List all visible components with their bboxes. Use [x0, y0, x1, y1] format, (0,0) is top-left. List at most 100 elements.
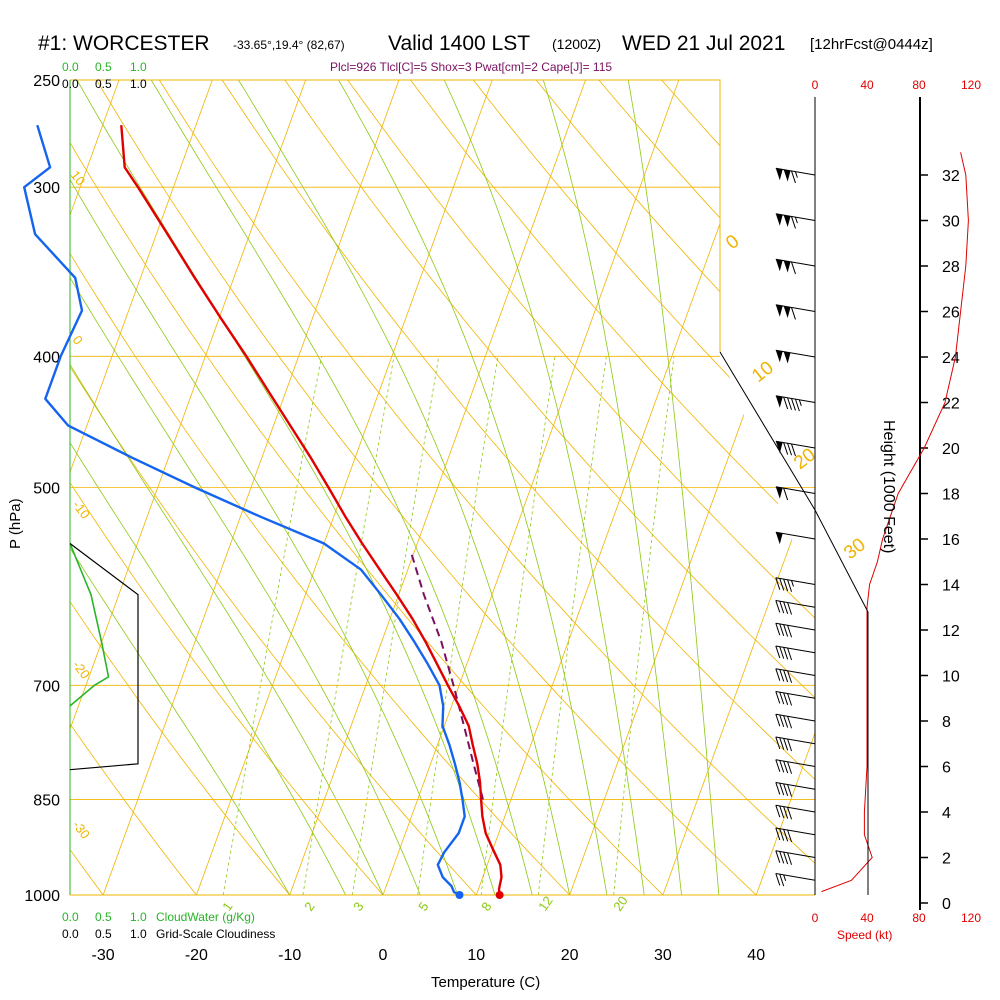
isotherm-label: -10 — [70, 498, 93, 522]
wind-barb-pennant — [783, 306, 791, 319]
wind-barb-staff — [775, 645, 816, 654]
x-tick-label: 0 — [379, 947, 388, 964]
mixing-ratio-label: 8 — [478, 899, 494, 914]
height-tick-label: 28 — [942, 259, 960, 276]
wind-barb-feather — [787, 829, 793, 843]
wind-barb-staff — [775, 440, 816, 449]
wind-barb-feather — [787, 397, 793, 410]
wind-barb-staff — [775, 349, 816, 358]
mixing-ratio-line — [302, 356, 395, 895]
cloudiness-tick-label: 0.0 — [62, 927, 79, 941]
wind-barb-feather — [787, 852, 793, 865]
wind-barb — [775, 850, 816, 865]
wind-barb-feather — [779, 578, 785, 591]
moist-adiabat — [627, 80, 720, 895]
dry-adiabat-label: 10 — [748, 357, 778, 387]
wind-barb-staff — [775, 713, 816, 722]
height-tick-label: 30 — [942, 214, 960, 231]
wind-barb-pennant — [775, 304, 783, 317]
wind-barb-staff — [775, 804, 816, 813]
dry-adiabat — [284, 80, 815, 895]
wind-barb — [775, 349, 816, 364]
wind-barb-feather — [791, 398, 796, 411]
wind-barb-pennant — [775, 259, 783, 272]
cloudwater-tick-label: 1.0 — [130, 910, 147, 924]
wind-barb-feather — [783, 829, 789, 842]
wind-barb-feather — [791, 261, 796, 275]
wind-barb-feather — [791, 307, 796, 320]
wind-barb-feather — [787, 807, 793, 820]
wind-barb-feather — [783, 647, 789, 660]
x-tick-label: 30 — [654, 947, 672, 964]
wind-barb-feather — [783, 624, 789, 637]
mixing-ratio-label: 12 — [535, 893, 556, 913]
speed-tick-label: 0 — [812, 911, 819, 925]
wind-barb-feather — [775, 623, 781, 636]
height-tick-label: 20 — [942, 441, 960, 458]
wind-barb-half-feather — [791, 580, 794, 587]
wind-barb-feather — [775, 850, 781, 863]
dry-adiabat — [70, 80, 477, 895]
wind-barb-half-feather — [783, 874, 787, 881]
wind-barb-pennant — [783, 260, 791, 273]
wind-barb-feather — [791, 216, 796, 229]
moist-adiabat — [238, 80, 570, 895]
wind-barb-feather — [783, 669, 789, 683]
wind-barb-staff — [775, 304, 816, 312]
temperature-profile — [120, 125, 503, 896]
height-tick-label: 12 — [942, 623, 960, 640]
wind-barb-pennant — [775, 213, 783, 226]
moist-adiabat — [150, 80, 533, 895]
wind-barb-feather — [779, 760, 785, 773]
dry-adiabat — [70, 80, 570, 895]
cloudwater-tick-label: 0.5 — [95, 910, 112, 924]
x-tick-label: 40 — [747, 947, 765, 964]
wind-barb-feather — [775, 577, 781, 590]
wind-barb-feather — [783, 578, 789, 592]
wind-barb-half-feather — [794, 216, 798, 224]
x-tick-label: 20 — [561, 947, 579, 964]
dry-adiabat — [70, 80, 664, 895]
moist-adiabat — [338, 80, 608, 895]
cloudiness-tick-label: 0.5 — [95, 927, 112, 941]
wind-barb-feather — [787, 716, 793, 729]
dry-adiabat — [221, 80, 815, 895]
wind-barb — [775, 736, 816, 752]
pressure-tick-label: 500 — [33, 481, 60, 498]
dry-adiabat — [347, 80, 815, 895]
dewpoint-profile — [23, 124, 466, 897]
valid-date: WED 21 Jul 2021 — [622, 32, 785, 55]
wind-barb-feather — [783, 487, 789, 501]
isotherm-label: -30 — [70, 818, 93, 842]
wind-barb-feather — [787, 602, 793, 615]
wind-barb-pennant — [775, 395, 783, 408]
speed-tick-label: 120 — [961, 911, 981, 925]
wind-barb-pennant — [775, 532, 783, 545]
pressure-tick-label: 250 — [33, 73, 60, 90]
wind-barb-feather — [787, 670, 793, 683]
pressure-tick-label: 850 — [33, 792, 60, 809]
wind-barb — [775, 827, 816, 843]
wind-barb-feather — [779, 600, 785, 614]
height-axis-label: Height (1000 Feet) — [880, 420, 897, 553]
wind-barb-feather — [787, 579, 793, 592]
surface-temperature-marker — [495, 891, 504, 899]
wind-barb-feather — [783, 760, 789, 774]
stability-indices: Plcl=926 Tlcl[C]=5 Shox=3 Pwat[cm]=2 Cap… — [330, 60, 612, 74]
wind-barb-feather — [779, 714, 785, 728]
speed-tick-label: 120 — [961, 78, 981, 92]
wind-barb-pennant — [775, 168, 783, 181]
pressure-tick-label: 700 — [33, 678, 60, 695]
dry-adiabat — [158, 80, 815, 895]
dry-adiabat-label: 30 — [840, 534, 870, 564]
mixing-ratio-label: 5 — [415, 899, 431, 914]
pressure-tick-label: 300 — [33, 180, 60, 197]
wind-barb-feather — [787, 647, 793, 661]
cloudiness-tick-label: 1.0 — [130, 77, 147, 91]
wind-barb-feather — [775, 600, 781, 613]
wind-barb-pennant — [775, 350, 783, 363]
mixing-ratio-line — [480, 356, 556, 895]
wind-barb-feather — [779, 669, 785, 682]
wind-barb-staff — [775, 577, 816, 585]
text-layer: #1: WORCESTER -33.65°,19.4° (82,67) Vali… — [7, 32, 933, 991]
